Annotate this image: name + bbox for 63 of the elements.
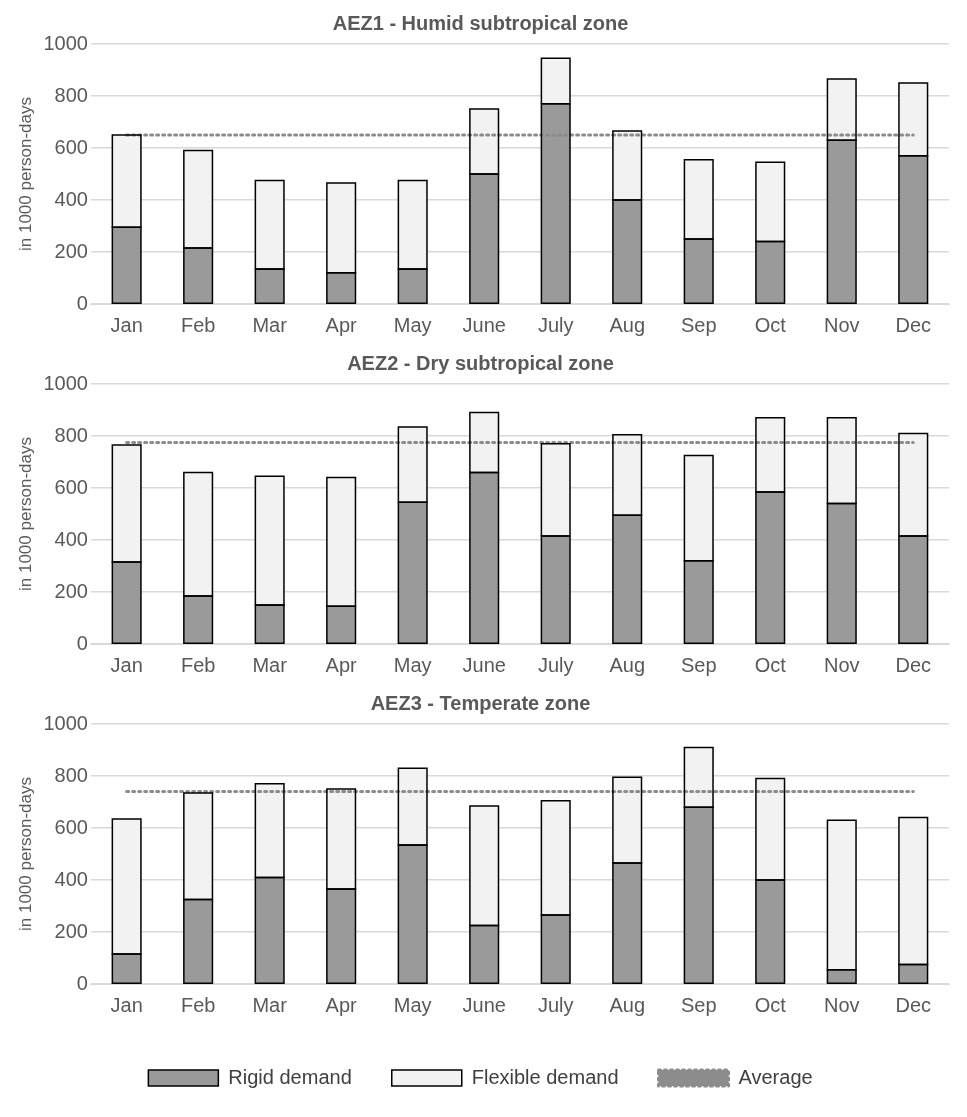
legend-label: Average (738, 1065, 813, 1088)
y-tick-label: 400 (54, 867, 88, 890)
y-tick-label: 0 (76, 971, 88, 994)
y-tick-label: 600 (54, 815, 88, 838)
x-tick-label: July (537, 313, 574, 336)
x-tick-label: Feb (180, 993, 216, 1016)
x-tick-label: Nov (823, 653, 860, 676)
y-tick-label: 600 (54, 135, 88, 158)
x-tick-label: Aug (609, 653, 646, 676)
legend-label: Rigid demand (228, 1065, 352, 1088)
y-axis-title: in 1000 person-days (15, 436, 35, 592)
x-tick-label: Dec (895, 993, 932, 1016)
x-tick-label: July (537, 993, 574, 1016)
x-tick-label: Feb (180, 313, 216, 336)
x-tick-label: Apr (325, 993, 358, 1016)
x-tick-label: Mar (252, 313, 288, 336)
chart-title: AEZ3 - Temperate zone (370, 691, 591, 714)
x-tick-label: Mar (252, 653, 288, 676)
y-tick-label: 800 (54, 423, 88, 446)
y-tick-label: 200 (54, 919, 88, 942)
x-tick-label: Sep (680, 993, 717, 1016)
x-tick-label: Nov (823, 993, 860, 1016)
y-tick-label: 0 (76, 291, 88, 314)
x-tick-label: Feb (180, 653, 216, 676)
y-tick-label: 0 (76, 631, 88, 654)
x-tick-label: Sep (680, 653, 717, 676)
x-tick-label: Nov (823, 313, 860, 336)
x-tick-label: Oct (754, 993, 787, 1016)
x-tick-label: Dec (895, 653, 932, 676)
chart-title: AEZ2 - Dry subtropical zone (347, 351, 614, 374)
x-tick-label: June (462, 313, 506, 336)
x-tick-label: Sep (680, 313, 717, 336)
x-tick-label: Jan (110, 993, 143, 1016)
y-tick-label: 200 (54, 579, 88, 602)
x-tick-label: May (393, 313, 432, 336)
y-tick-label: 200 (54, 239, 88, 262)
x-tick-label: July (537, 653, 574, 676)
y-axis-title: in 1000 person-days (15, 776, 35, 932)
y-tick-label: 400 (54, 187, 88, 210)
y-tick-label: 600 (54, 475, 88, 498)
x-tick-label: Dec (895, 313, 932, 336)
x-tick-label: Jan (110, 313, 143, 336)
x-tick-label: June (462, 653, 506, 676)
y-axis-title: in 1000 person-days (15, 96, 35, 252)
y-tick-label: 800 (54, 83, 88, 106)
x-tick-label: Aug (609, 313, 646, 336)
y-tick-label: 1000 (43, 31, 88, 54)
x-tick-label: Apr (325, 313, 358, 336)
y-tick-label: 1000 (43, 371, 88, 394)
x-tick-label: Jan (110, 653, 143, 676)
x-tick-label: Oct (754, 313, 787, 336)
x-tick-label: Apr (325, 653, 358, 676)
y-tick-label: 800 (54, 763, 88, 786)
x-tick-label: June (462, 993, 506, 1016)
legend-label: Flexible demand (471, 1065, 619, 1088)
x-tick-label: Oct (754, 653, 787, 676)
x-tick-label: May (393, 653, 432, 676)
y-tick-label: 400 (54, 527, 88, 550)
y-tick-label: 1000 (43, 711, 88, 734)
chart-title: AEZ1 - Humid subtropical zone (332, 11, 629, 34)
x-tick-label: Mar (252, 993, 288, 1016)
x-tick-label: May (393, 993, 432, 1016)
x-tick-label: Aug (609, 993, 646, 1016)
